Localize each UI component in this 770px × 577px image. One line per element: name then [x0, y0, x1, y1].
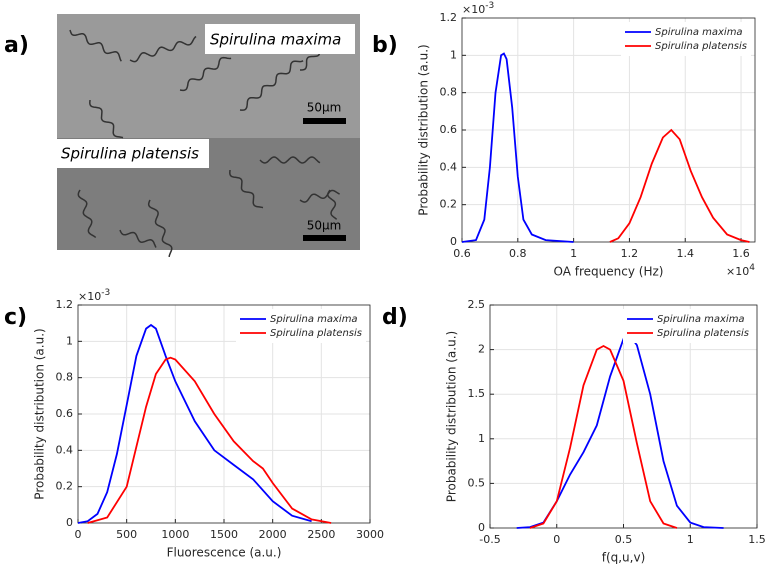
x-tick-label: 0.6 [453, 247, 471, 260]
panel-label: a) [4, 33, 29, 58]
scale-bar-label: 50μm [307, 101, 342, 115]
axis-multiplier: ×10-3 [462, 1, 494, 17]
legend-label: Spirulina maxima [270, 314, 358, 325]
x-tick-label: 1.5 [748, 533, 766, 546]
series-line [609, 128, 750, 243]
multiplier-exponent: -3 [485, 1, 494, 11]
x-tick-label: 1.2 [621, 247, 639, 260]
multiplier-base: ×10 [78, 290, 101, 303]
scale-bar-label: 50μm [307, 219, 342, 233]
x-tick-label: 500 [116, 528, 137, 541]
x-tick-label: 1.6 [732, 247, 750, 260]
x-axis-label: OA frequency (Hz) [554, 265, 664, 279]
legend-box [236, 309, 366, 343]
x-tick-label: 0.5 [615, 533, 633, 546]
filaments [69, 29, 340, 257]
y-tick-label: 0.6 [56, 407, 74, 420]
legend-label: Spirulina maxima [655, 27, 743, 38]
y-tick-label: 1.2 [440, 11, 458, 24]
legend-label: Spirulina maxima [657, 314, 745, 325]
y-tick-label: 0.4 [440, 160, 458, 173]
x-tick-label: 1 [687, 533, 694, 546]
y-tick-label: 0 [66, 516, 73, 529]
image-label: Spirulina maxima [210, 31, 341, 49]
axis-multiplier: ×10-3 [78, 288, 110, 304]
x-tick-label: 0 [553, 533, 560, 546]
filament [239, 60, 304, 111]
scale-bar [303, 235, 346, 241]
panel-label: b) [372, 33, 398, 58]
x-tick-label: 2500 [307, 528, 335, 541]
filament [69, 29, 122, 62]
y-tick-label: 0 [478, 521, 485, 534]
y-tick-label: 1.5 [468, 387, 486, 400]
x-tick-label: -0.5 [479, 533, 500, 546]
y-tick-label: 2 [478, 343, 485, 356]
multiplier-exponent: 4 [749, 263, 755, 273]
series-line [461, 52, 574, 243]
x-tick-label: 1500 [210, 528, 238, 541]
y-tick-label: 1 [478, 432, 485, 445]
micrograph: Spirulina maxima Spirulina platensis 50μ… [57, 14, 360, 257]
label-box [57, 139, 209, 168]
x-tick-label: 1000 [161, 528, 189, 541]
multiplier-base: ×10 [462, 3, 485, 16]
x-tick-label: 1.4 [676, 247, 694, 260]
y-tick-label: 1 [450, 48, 457, 61]
x-axis-label: f(q,u,v) [602, 551, 646, 565]
legend-box [621, 22, 751, 56]
axes-frame [77, 304, 371, 524]
image-label: Spirulina platensis [61, 145, 199, 163]
filament [77, 189, 97, 239]
x-tick-label: 3000 [356, 528, 384, 541]
y-tick-label: 0.2 [56, 480, 74, 493]
y-tick-label: 0.2 [440, 198, 458, 211]
x-tick-label: 2000 [259, 528, 287, 541]
y-tick-label: 0.4 [56, 443, 74, 456]
x-axis-label: Fluorescence (a.u.) [167, 546, 282, 560]
filament [89, 99, 124, 139]
scale-bar [303, 118, 346, 124]
x-tick-label: 0.8 [509, 247, 527, 260]
y-axis-label: Probability distribution (a.u.) [417, 44, 431, 215]
multiplier-base: ×10 [726, 265, 749, 278]
filament [179, 56, 232, 92]
y-tick-label: 0.8 [56, 371, 74, 384]
filament [299, 189, 340, 203]
axes-frame [489, 304, 758, 529]
axes-frame [461, 17, 756, 243]
panel-label: d) [382, 305, 408, 330]
label-box [205, 24, 355, 54]
y-tick-label: 0.5 [468, 476, 486, 489]
y-tick-label: 0.6 [440, 123, 458, 136]
y-tick-label: 0.8 [440, 86, 458, 99]
legend-label: Spirulina platensis [657, 328, 749, 339]
y-tick-label: 1 [66, 334, 73, 347]
y-axis-label: Probability distribution (a.u.) [33, 328, 47, 499]
filament [327, 189, 338, 220]
legend-box [623, 309, 753, 343]
series-line [87, 356, 332, 524]
y-tick-label: 1.2 [56, 298, 74, 311]
axis-multiplier: ×104 [726, 263, 755, 279]
filament [147, 199, 173, 257]
x-tick-label: 1 [570, 247, 577, 260]
legend-label: Spirulina platensis [270, 328, 362, 339]
y-tick-label: 0 [450, 235, 457, 248]
panel-label: c) [4, 305, 27, 330]
series-line [529, 344, 678, 529]
multiplier-exponent: -3 [101, 288, 110, 298]
filament [229, 169, 264, 209]
x-tick-label: 0 [75, 528, 82, 541]
legend-label: Spirulina platensis [655, 41, 747, 52]
filament [129, 35, 197, 63]
filament [259, 156, 321, 164]
series-line [77, 323, 312, 524]
y-tick-label: 2.5 [468, 298, 486, 311]
filament [119, 229, 157, 248]
y-axis-label: Probability distribution (a.u.) [445, 331, 459, 502]
